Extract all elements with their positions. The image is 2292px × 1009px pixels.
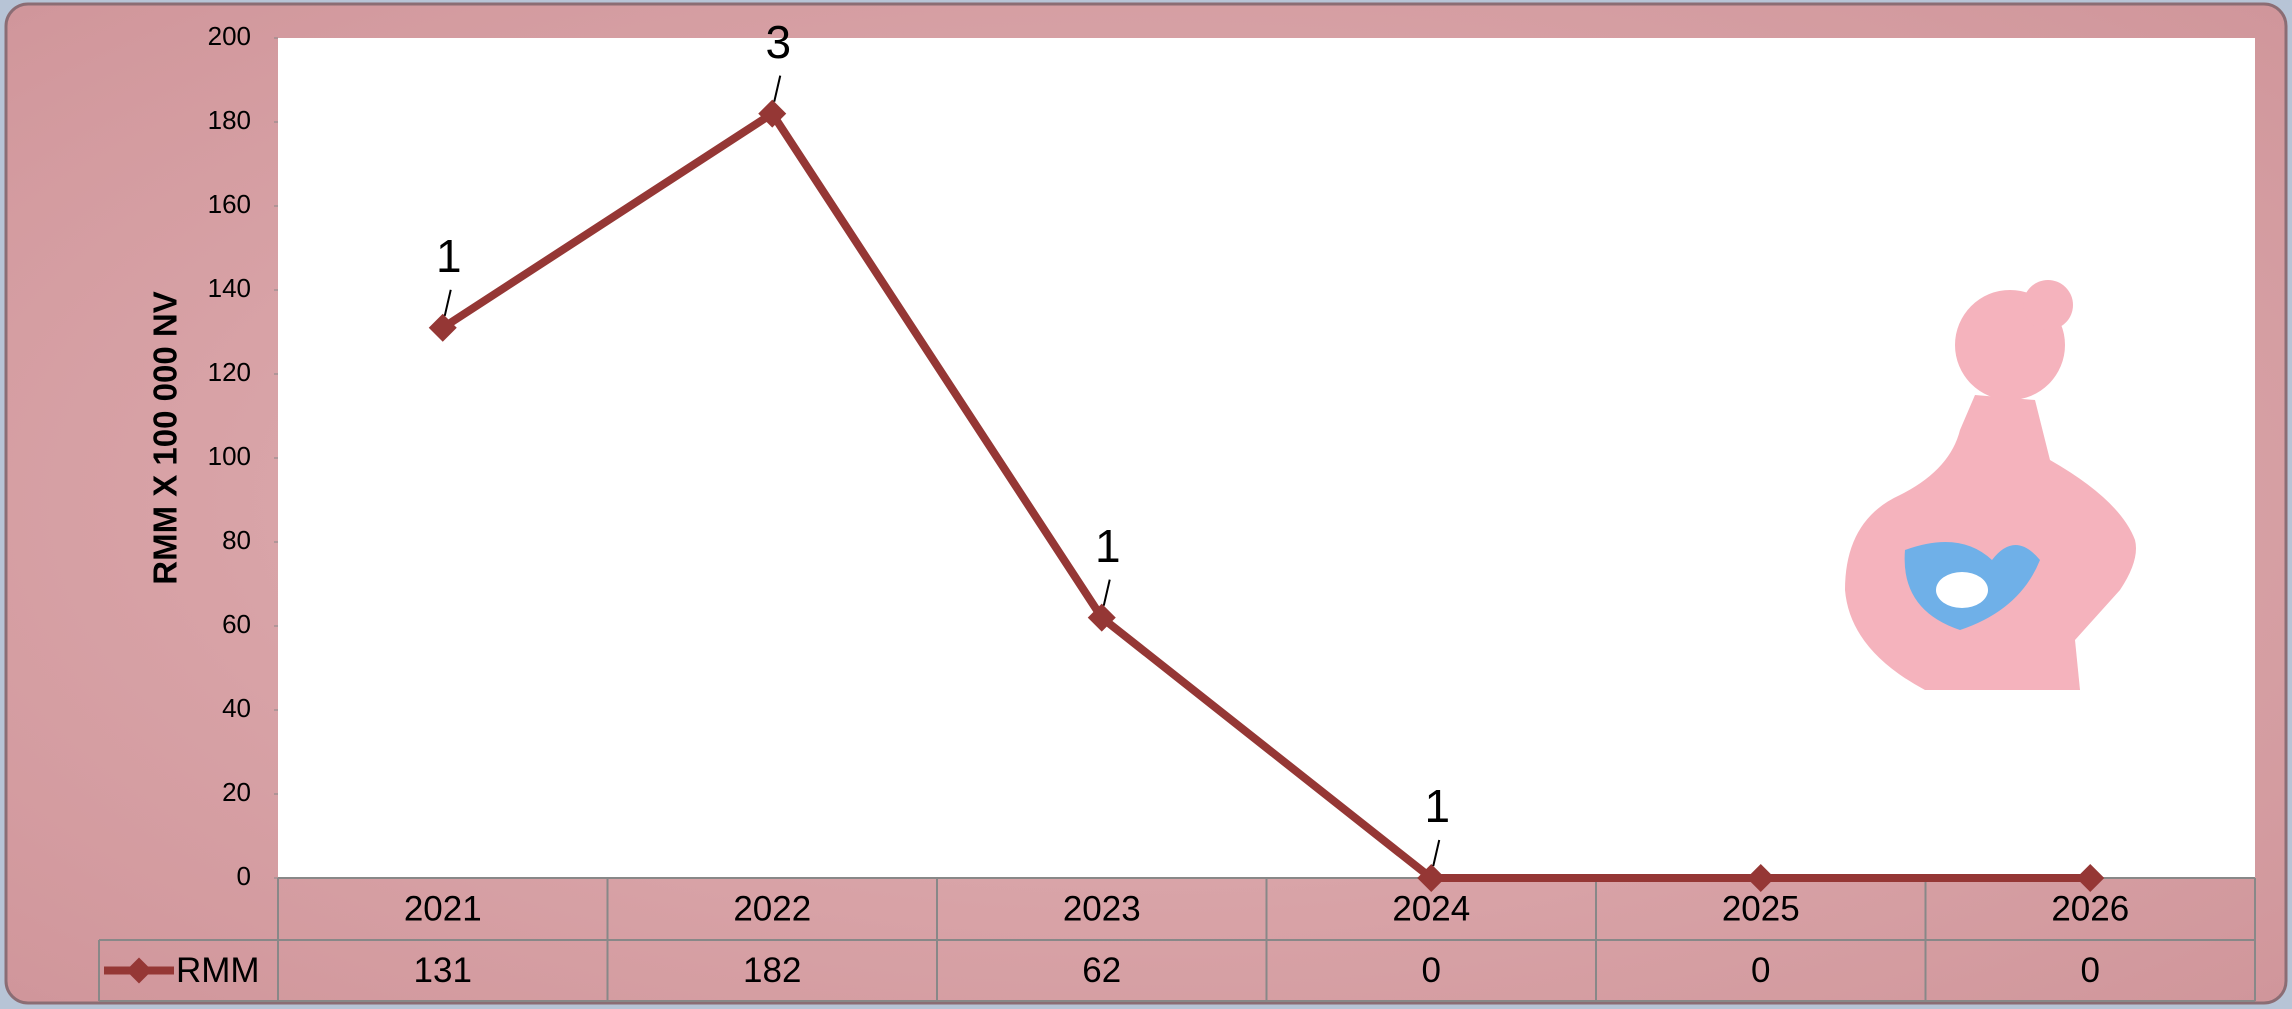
x-tick-label: 2026 — [2051, 889, 2129, 928]
legend-key-marker — [126, 957, 152, 984]
y-tick-label: 180 — [208, 105, 251, 135]
marker — [1417, 864, 1446, 892]
x-tick-label: 2021 — [404, 889, 482, 928]
y-tick-label: 20 — [222, 777, 251, 807]
series-line — [440, 109, 2091, 882]
marker — [1746, 864, 1775, 892]
x-tick-label: 2023 — [1063, 889, 1141, 928]
y-tick-label: 60 — [222, 609, 251, 639]
leader-line — [773, 75, 782, 102]
marker — [428, 313, 457, 342]
point-label: 3 — [765, 16, 791, 68]
y-tick-label: 160 — [208, 189, 251, 219]
legend-label: RMM — [176, 951, 260, 990]
x-tick-label: 2025 — [1722, 889, 1800, 928]
table-value: 0 — [1751, 951, 1770, 990]
point-label: 1 — [1095, 520, 1121, 572]
point-label: 1 — [436, 230, 462, 282]
x-tick-label: 2022 — [733, 889, 811, 928]
leader-line — [1432, 839, 1441, 867]
table-value: 131 — [414, 951, 472, 990]
marker — [758, 99, 787, 128]
y-tick-label: 200 — [208, 21, 251, 51]
leader-line — [1102, 579, 1111, 606]
table-value: 0 — [1422, 951, 1441, 990]
marker — [2076, 864, 2105, 892]
y-tick-label: 0 — [237, 861, 251, 891]
table-value: 0 — [2081, 951, 2100, 990]
point-label: 1 — [1424, 780, 1450, 832]
leader-line — [443, 289, 452, 317]
y-tick-label: 100 — [208, 441, 251, 471]
table-value: 62 — [1082, 951, 1121, 990]
plot-area — [278, 38, 2255, 878]
pregnant-silhouette — [1845, 280, 2136, 690]
x-tick-label: 2024 — [1392, 889, 1470, 928]
y-tick-label: 140 — [208, 273, 251, 303]
y-tick-label: 120 — [208, 357, 251, 387]
table-value: 182 — [743, 951, 801, 990]
y-tick-label: 80 — [222, 525, 251, 555]
y-tick-label: 40 — [222, 693, 251, 723]
marker — [1087, 603, 1116, 632]
y-axis-title: RMM X 100 000 NV — [147, 291, 184, 584]
